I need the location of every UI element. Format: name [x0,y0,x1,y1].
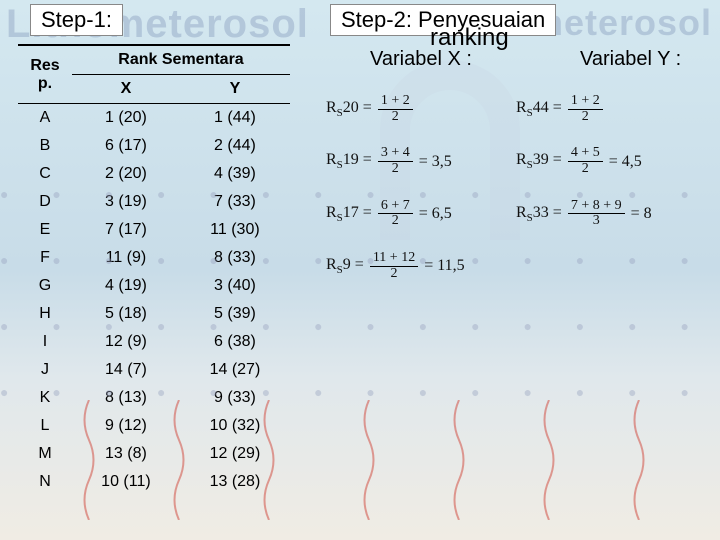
cell-resp: I [18,328,72,356]
cell-x: 5 (18) [72,300,180,328]
cell-x: 11 (9) [72,244,180,272]
table-row: A1 (20)1 (44) [18,104,290,133]
table-row: K8 (13)9 (33) [18,384,290,412]
cell-resp: F [18,244,72,272]
bg-wave [360,400,378,520]
table-row: N10 (11)13 (28) [18,468,290,496]
cell-resp: J [18,356,72,384]
cell-x: 4 (19) [72,272,180,300]
cell-y: 7 (33) [180,188,290,216]
col-x: X [72,75,180,104]
cell-x: 13 (8) [72,440,180,468]
col-y: Y [180,75,290,104]
cell-x: 14 (7) [72,356,180,384]
cell-x: 6 (17) [72,132,180,160]
formula: RS39 =4 + 52= 4,5 [516,146,706,176]
cell-resp: B [18,132,72,160]
cell-y: 6 (38) [180,328,290,356]
formula: RS44 =1 + 22 [516,94,706,124]
bg-wave [540,400,558,520]
cell-resp: G [18,272,72,300]
cell-resp: M [18,440,72,468]
cell-y: 10 (32) [180,412,290,440]
cell-y: 4 (39) [180,160,290,188]
cell-resp: N [18,468,72,496]
formula: RS33 =7 + 8 + 93= 8 [516,199,706,229]
table-row: G4 (19)3 (40) [18,272,290,300]
formula: RS19 =3 + 42= 3,5 [326,146,516,176]
cell-y: 3 (40) [180,272,290,300]
formula: RS20 =1 + 22 [326,94,516,124]
col-rank-group: Rank Sementara [72,45,290,75]
bg-wave [630,400,648,520]
formula-area: RS20 =1 + 22RS44 =1 + 22RS19 =3 + 42= 3,… [326,94,706,304]
cell-resp: D [18,188,72,216]
cell-resp: K [18,384,72,412]
formula-row: RS17 =6 + 72= 6,5RS33 =7 + 8 + 93= 8 [326,199,706,229]
formula: RS9 =11 + 122= 11,5 [326,251,516,281]
cell-y: 14 (27) [180,356,290,384]
cell-y: 5 (39) [180,300,290,328]
variable-y-label: Variabel Y : [580,48,681,71]
cell-resp: L [18,412,72,440]
formula-row: RS9 =11 + 122= 11,5 [326,251,706,281]
cell-x: 12 (9) [72,328,180,356]
cell-y: 9 (33) [180,384,290,412]
cell-x: 10 (11) [72,468,180,496]
bg-wave [450,400,468,520]
table-row: E7 (17)11 (30) [18,216,290,244]
table-row: H5 (18)5 (39) [18,300,290,328]
cell-resp: A [18,104,72,133]
formula-row: RS20 =1 + 22RS44 =1 + 22 [326,94,706,124]
formula-row: RS19 =3 + 42= 3,5RS39 =4 + 52= 4,5 [326,146,706,176]
table-row: B6 (17)2 (44) [18,132,290,160]
cell-y: 1 (44) [180,104,290,133]
cell-x: 1 (20) [72,104,180,133]
cell-y: 8 (33) [180,244,290,272]
table-row: C2 (20)4 (39) [18,160,290,188]
table-row: F11 (9)8 (33) [18,244,290,272]
step-1-label: Step-1: [30,4,123,36]
cell-y: 2 (44) [180,132,290,160]
cell-resp: H [18,300,72,328]
rank-table: Res p. Rank Sementara X Y A1 (20)1 (44)B… [18,44,290,496]
formula: RS17 =6 + 72= 6,5 [326,199,516,229]
variable-x-label: Variabel X : [370,48,472,71]
cell-x: 9 (12) [72,412,180,440]
table-row: I12 (9)6 (38) [18,328,290,356]
cell-y: 12 (29) [180,440,290,468]
cell-x: 2 (20) [72,160,180,188]
cell-x: 3 (19) [72,188,180,216]
col-resp: Res p. [18,45,72,104]
table-row: M13 (8)12 (29) [18,440,290,468]
table-row: L9 (12)10 (32) [18,412,290,440]
cell-resp: C [18,160,72,188]
table-row: J14 (7)14 (27) [18,356,290,384]
cell-x: 8 (13) [72,384,180,412]
cell-y: 11 (30) [180,216,290,244]
table-row: D3 (19)7 (33) [18,188,290,216]
cell-x: 7 (17) [72,216,180,244]
cell-resp: E [18,216,72,244]
cell-y: 13 (28) [180,468,290,496]
